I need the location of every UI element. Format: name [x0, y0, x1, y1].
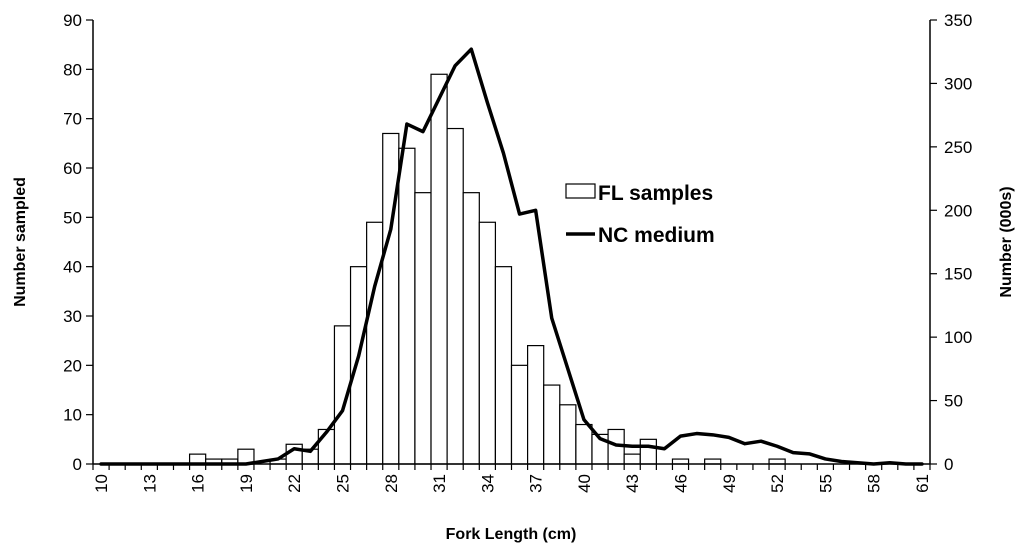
x-tick-label-31: 31 [430, 474, 449, 493]
bar-fl-39 [559, 404, 577, 465]
bar-fl-30 [414, 192, 432, 465]
legend-label-fl-samples: FL samples [598, 182, 713, 205]
line-layer [99, 47, 924, 466]
y-tick-label-20: 20 [63, 356, 82, 375]
bar-fl-29 [398, 147, 416, 465]
y2-tick-label-150: 150 [944, 265, 972, 284]
bar-fl-40 [575, 423, 593, 465]
legend: FL samples NC medium [565, 182, 715, 247]
x-tick-label-10: 10 [92, 474, 111, 493]
y-tick-label-30: 30 [63, 307, 82, 326]
legend-label-nc-medium: NC medium [598, 224, 715, 247]
y-tick-label-90: 90 [63, 11, 82, 30]
x-tick-label-40: 40 [575, 474, 594, 493]
x-tick-label-46: 46 [672, 474, 691, 493]
y2-tick-label-200: 200 [944, 201, 972, 220]
bar-fl-43 [623, 453, 641, 465]
y2-tick-label-250: 250 [944, 138, 972, 157]
bars-layer [188, 73, 786, 465]
x-tick-label-43: 43 [623, 474, 642, 493]
bar-fl-26 [349, 266, 368, 465]
legend-swatch-bar [565, 183, 596, 199]
x-tick-label-37: 37 [527, 474, 546, 493]
x-tick-label-52: 52 [768, 474, 787, 493]
x-tick-label-13: 13 [140, 474, 159, 493]
bar-fl-38 [543, 384, 561, 465]
x-tick-label-25: 25 [333, 474, 352, 493]
bar-fl-36 [510, 364, 529, 465]
y2-axis-title: Number (000s) [998, 186, 1015, 297]
x-tick-label-58: 58 [865, 474, 884, 493]
x-tick-label-49: 49 [720, 474, 739, 493]
x-tick-label-34: 34 [478, 474, 497, 493]
x-tick-label-28: 28 [382, 474, 401, 493]
y-tick-label-0: 0 [73, 455, 82, 474]
bar-fl-27 [366, 221, 384, 465]
bar-fl-34 [478, 221, 497, 465]
y2-tick-label-100: 100 [944, 328, 972, 347]
y-axis-title: Number sampled [12, 177, 29, 307]
y-tick-label-40: 40 [63, 258, 82, 277]
y-tick-label-80: 80 [63, 60, 82, 79]
x-tick-label-22: 22 [285, 474, 304, 493]
x-tick-label-16: 16 [189, 474, 208, 493]
y2-tick-label-0: 0 [944, 455, 953, 474]
y-tick-label-10: 10 [63, 406, 82, 425]
y-tick-label-70: 70 [63, 110, 82, 129]
x-tick-label-55: 55 [816, 474, 835, 493]
bar-fl-35 [494, 266, 513, 465]
x-tick-label-61: 61 [913, 474, 932, 493]
bar-fl-33 [462, 192, 480, 465]
y-tick-label-60: 60 [63, 159, 82, 178]
bar-fl-32 [446, 127, 464, 465]
ticks-layer: 0 10 20 30 40 50 60 70 80 90 0 50 100 150 200 250 300 350… [63, 11, 972, 493]
x-tick-label-19: 19 [237, 474, 256, 493]
y2-tick-label-350: 350 [944, 11, 972, 30]
y2-tick-label-300: 300 [944, 74, 972, 93]
bar-fl-44 [639, 438, 657, 465]
series-line-nc-medium [99, 47, 924, 466]
bar-fl-31 [430, 73, 448, 465]
y2-tick-label-50: 50 [944, 392, 963, 411]
y-tick-label-50: 50 [63, 208, 82, 227]
bar-fl-37 [526, 345, 545, 465]
x-axis-title: Fork Length (cm) [446, 526, 577, 543]
